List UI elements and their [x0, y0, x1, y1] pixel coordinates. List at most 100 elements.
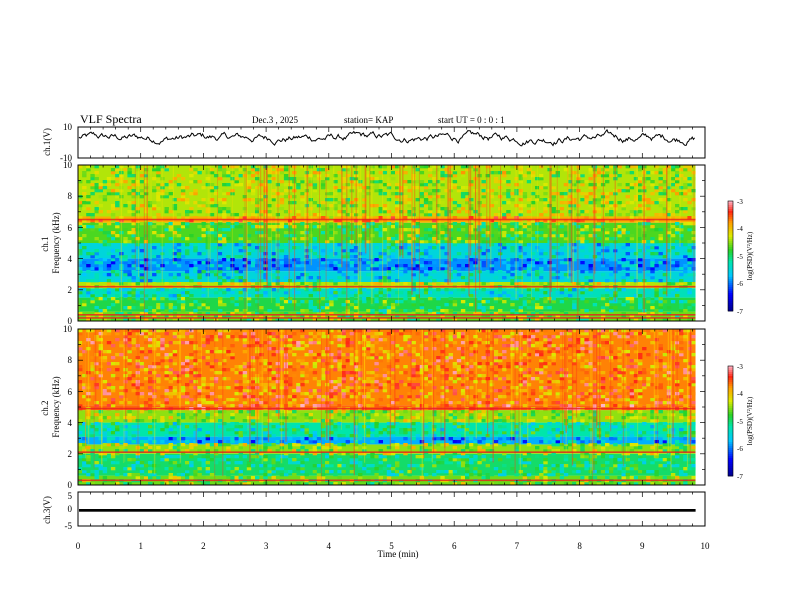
spec1-cell — [621, 279, 626, 283]
spec1-cell — [621, 207, 626, 211]
spec1-cell — [234, 288, 239, 292]
spec2-cell — [168, 473, 173, 477]
spec2-cell — [172, 353, 178, 357]
spec1-cell — [82, 219, 87, 223]
spec2-cell — [242, 383, 248, 387]
spec1-cell — [415, 264, 420, 268]
spec1-cell — [382, 228, 388, 232]
spec1-cell — [164, 207, 169, 211]
spec1-cell — [526, 264, 532, 268]
spec2-cell — [110, 455, 116, 459]
spec1-cell — [613, 249, 618, 253]
spec2-cell — [234, 392, 239, 396]
spec1-cell — [209, 168, 215, 172]
spec2-cell — [279, 422, 285, 426]
spec1-cell — [143, 279, 149, 283]
spec2-cell — [127, 338, 132, 342]
spec1-cell — [399, 198, 404, 202]
spec1-cell — [209, 315, 215, 319]
spec1-cell — [423, 192, 429, 196]
spec1-cell — [605, 288, 610, 292]
spec1-cell — [456, 228, 462, 232]
spec1-cell — [308, 300, 313, 304]
spec1-cell — [539, 282, 544, 286]
spec1-cell — [152, 318, 157, 322]
spec1-cell — [345, 201, 350, 205]
spec1-cell — [666, 312, 672, 316]
spec1-cell — [370, 303, 375, 307]
spec1-cell — [263, 273, 268, 277]
spec1-cell — [292, 189, 297, 193]
spec1-cell — [493, 276, 499, 280]
spec1-cell — [143, 189, 149, 193]
spec1-cell — [642, 252, 647, 256]
spec1-cell — [193, 267, 198, 271]
spec1-cell — [423, 201, 429, 205]
spec1-cell — [259, 306, 264, 310]
spec2-cell — [226, 377, 231, 381]
spec1-cell — [106, 273, 112, 277]
ch1-ylabel: ch.1 Frequency (kHz) — [40, 212, 61, 273]
spec1-cell — [473, 270, 478, 274]
spec1-cell — [123, 240, 128, 244]
spec2-cell — [300, 437, 305, 441]
spec2-cell — [246, 344, 252, 348]
spec1-cell — [415, 198, 420, 202]
spec1-cell — [176, 183, 182, 187]
spec1-cell — [452, 183, 458, 187]
spec2-cell — [110, 401, 116, 405]
spec1-cell — [94, 177, 99, 181]
spec1-cell — [419, 309, 425, 313]
spec2-cell — [193, 386, 198, 390]
spec1-cell — [242, 258, 248, 262]
spec1-cell — [506, 273, 511, 277]
spec2-cell — [143, 371, 149, 375]
spec1-cell — [613, 207, 618, 211]
spec1-cell — [411, 165, 416, 169]
spec2-cell — [205, 446, 210, 450]
spec1-cell — [333, 219, 338, 223]
spec1-cell — [390, 294, 396, 298]
spec2-cell — [123, 434, 128, 438]
spec1-cell — [386, 186, 392, 190]
spec1-cell — [514, 282, 519, 286]
spec1-cell — [362, 195, 367, 199]
spec1-cell — [189, 294, 194, 298]
ch1-colorbar-label: log(PSD)(V²/Hz) — [746, 231, 754, 280]
spec1-cell — [510, 315, 515, 319]
spec1-cell — [555, 165, 560, 169]
spec2-cell — [98, 449, 103, 453]
spec1-cell — [201, 288, 206, 292]
spec1-cell — [110, 189, 116, 193]
spec1-cell — [547, 282, 552, 286]
spec2-cell — [160, 395, 165, 399]
spec1-cell — [275, 192, 280, 196]
spec1-cell — [271, 240, 276, 244]
spec2-cell — [180, 437, 186, 441]
spec1-cell — [489, 294, 495, 298]
spec1-cell — [378, 165, 383, 169]
spec2-cell — [143, 335, 149, 339]
spec1-cell — [333, 192, 338, 196]
spec1-cell — [333, 252, 338, 256]
spec2-cell — [288, 404, 293, 408]
spec2-cell — [250, 368, 256, 372]
spec1-cell — [633, 252, 639, 256]
spec1-cell — [119, 255, 124, 259]
spec1-cell — [180, 255, 186, 259]
spec1-cell — [205, 198, 210, 202]
spec1-cell — [625, 216, 630, 220]
spec1-cell — [407, 219, 412, 223]
spec1-cell — [106, 306, 112, 310]
spec1-cell — [580, 270, 585, 274]
spec1-cell — [156, 174, 161, 178]
spec1-cell — [127, 270, 132, 274]
spec1-cell — [288, 300, 293, 304]
spec2-cell — [250, 413, 256, 417]
spec2-cell — [255, 416, 260, 420]
spec1-cell — [255, 198, 260, 202]
spec1-cell — [345, 222, 350, 226]
spec1-cell — [139, 252, 145, 256]
spec1-cell — [530, 312, 536, 316]
spec1-cell — [539, 306, 544, 310]
